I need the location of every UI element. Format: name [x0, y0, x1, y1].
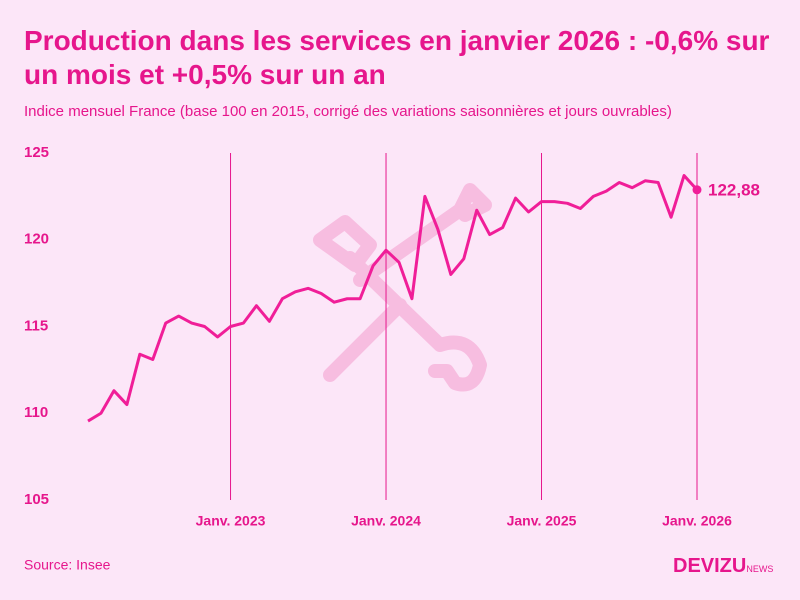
y-tick-label: 120	[24, 231, 49, 248]
x-tick-label: Janv. 2026	[662, 513, 732, 529]
y-tick-label: 125	[24, 144, 49, 161]
x-tick-label: Janv. 2024	[351, 513, 421, 529]
y-tick-label: 115	[24, 317, 48, 334]
logo-suffix: NEWS	[746, 564, 773, 574]
logo-main: DEVIZU	[673, 555, 746, 577]
chart-title: Production dans les services en janvier …	[24, 25, 770, 90]
y-tick-label: 110	[24, 404, 48, 421]
tools-icon	[313, 183, 492, 392]
data-label: 122,88	[708, 180, 760, 199]
chart-subtitle: Indice mensuel France (base 100 en 2015,…	[24, 103, 672, 120]
source: Source: Insee	[24, 557, 111, 573]
line	[87, 174, 699, 423]
x-tick-label: Janv. 2025	[507, 513, 577, 529]
logo: DEVIZUNEWS	[673, 555, 773, 577]
y-tick-label: 105	[24, 491, 49, 508]
end-point	[692, 185, 702, 195]
x-tick-label: Janv. 2023	[196, 513, 266, 529]
